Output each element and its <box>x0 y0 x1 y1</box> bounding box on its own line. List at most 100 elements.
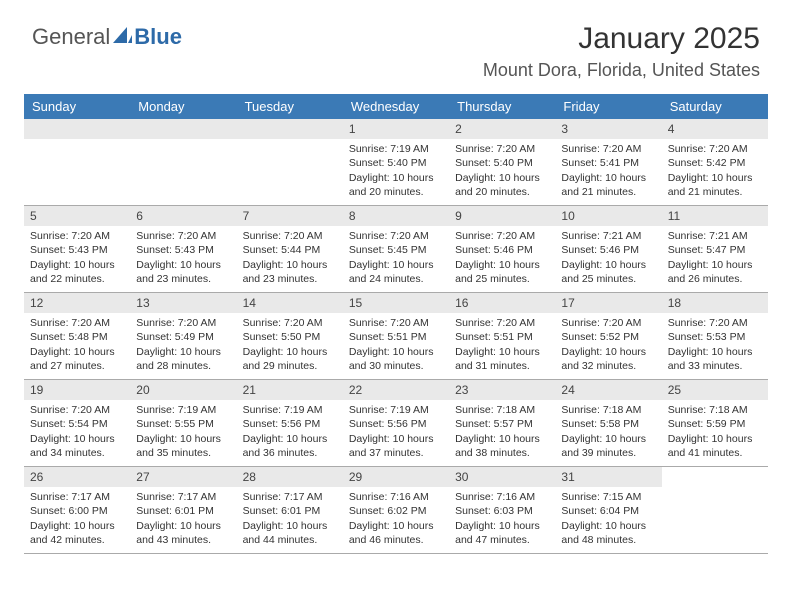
daylight-line-2: and 47 minutes. <box>455 533 549 547</box>
sunrise-line: Sunrise: 7:20 AM <box>349 229 443 243</box>
day-cell: 19Sunrise: 7:20 AMSunset: 5:54 PMDayligh… <box>24 380 130 466</box>
daylight-line-2: and 21 minutes. <box>561 185 655 199</box>
day-details: Sunrise: 7:20 AMSunset: 5:45 PMDaylight:… <box>343 229 449 286</box>
weekday-header: Thursday <box>449 94 555 119</box>
day-number: 13 <box>130 293 236 313</box>
day-details: Sunrise: 7:16 AMSunset: 6:02 PMDaylight:… <box>343 490 449 547</box>
weekday-header-row: SundayMondayTuesdayWednesdayThursdayFrid… <box>24 94 768 119</box>
daylight-line-2: and 24 minutes. <box>349 272 443 286</box>
day-number: 21 <box>237 380 343 400</box>
sunrise-line: Sunrise: 7:19 AM <box>136 403 230 417</box>
sunset-line: Sunset: 5:56 PM <box>349 417 443 431</box>
daylight-line-1: Daylight: 10 hours <box>136 345 230 359</box>
sunset-line: Sunset: 5:48 PM <box>30 330 124 344</box>
day-cell: 12Sunrise: 7:20 AMSunset: 5:48 PMDayligh… <box>24 293 130 379</box>
daylight-line-2: and 28 minutes. <box>136 359 230 373</box>
sunrise-line: Sunrise: 7:20 AM <box>668 316 762 330</box>
day-cell: 2Sunrise: 7:20 AMSunset: 5:40 PMDaylight… <box>449 119 555 205</box>
daylight-line-1: Daylight: 10 hours <box>455 258 549 272</box>
day-cell: 29 Sunrise: 7:16 AMSunset: 6:02 PMDayligh… <box>343 467 449 553</box>
day-cell: 16Sunrise: 7:20 AMSunset: 5:51 PMDayligh… <box>449 293 555 379</box>
day-cell: 17Sunrise: 7:20 AMSunset: 5:52 PMDayligh… <box>555 293 661 379</box>
daylight-line-2: and 26 minutes. <box>668 272 762 286</box>
sunset-line: Sunset: 5:40 PM <box>349 156 443 170</box>
day-details: Sunrise: 7:17 AMSunset: 6:01 PMDaylight:… <box>130 490 236 547</box>
sunset-line: Sunset: 6:03 PM <box>455 504 549 518</box>
sunset-line: Sunset: 5:43 PM <box>30 243 124 257</box>
day-number: 5 <box>24 206 130 226</box>
sunrise-line: Sunrise: 7:21 AM <box>561 229 655 243</box>
daylight-line-2: and 43 minutes. <box>136 533 230 547</box>
day-details: Sunrise: 7:20 AMSunset: 5:50 PMDaylight:… <box>237 316 343 373</box>
daylight-line-1: Daylight: 10 hours <box>561 171 655 185</box>
sunset-line: Sunset: 5:43 PM <box>136 243 230 257</box>
daylight-line-1: Daylight: 10 hours <box>561 432 655 446</box>
day-details: Sunrise: 7:19 AMSunset: 5:40 PMDaylight:… <box>343 142 449 199</box>
daylight-line-1: Daylight: 10 hours <box>243 519 337 533</box>
week-row: 5Sunrise: 7:20 AMSunset: 5:43 PMDaylight… <box>24 206 768 293</box>
day-cell: 25Sunrise: 7:18 AMSunset: 5:59 PMDayligh… <box>662 380 768 466</box>
day-number: 22 <box>343 380 449 400</box>
day-cell: 7Sunrise: 7:20 AMSunset: 5:44 PMDaylight… <box>237 206 343 292</box>
sunrise-line: Sunrise: 7:18 AM <box>455 403 549 417</box>
daylight-line-2: and 48 minutes. <box>561 533 655 547</box>
empty-day-cell <box>130 119 236 205</box>
day-details: Sunrise: 7:20 AMSunset: 5:49 PMDaylight:… <box>130 316 236 373</box>
day-cell: 30Sunrise: 7:16 AMSunset: 6:03 PMDayligh… <box>449 467 555 553</box>
day-number: 28 <box>237 467 343 487</box>
empty-day-cell <box>24 119 130 205</box>
week-row: 1Sunrise: 7:19 AMSunset: 5:40 PMDaylight… <box>24 119 768 206</box>
sunset-line: Sunset: 5:51 PM <box>455 330 549 344</box>
day-cell: 11Sunrise: 7:21 AMSunset: 5:47 PMDayligh… <box>662 206 768 292</box>
day-number: 2 <box>449 119 555 139</box>
day-cell: 14Sunrise: 7:20 AMSunset: 5:50 PMDayligh… <box>237 293 343 379</box>
sunset-line: Sunset: 6:04 PM <box>561 504 655 518</box>
day-number: 15 <box>343 293 449 313</box>
sunrise-line: Sunrise: 7:20 AM <box>30 403 124 417</box>
sunrise-line: Sunrise: 7:15 AM <box>561 490 655 504</box>
day-number: 19 <box>24 380 130 400</box>
daylight-line-2: and 36 minutes. <box>243 446 337 460</box>
daylight-line-2: and 46 minutes. <box>349 533 443 547</box>
sunset-line: Sunset: 5:47 PM <box>668 243 762 257</box>
day-details: Sunrise: 7:15 AMSunset: 6:04 PMDaylight:… <box>555 490 661 547</box>
weekday-header: Sunday <box>24 94 130 119</box>
daylight-line-1: Daylight: 10 hours <box>30 519 124 533</box>
logo-text-general: General <box>32 24 110 50</box>
sunrise-line: Sunrise: 7:17 AM <box>136 490 230 504</box>
day-cell: 21 Sunrise: 7:19 AMSunset: 5:56 PMDayligh… <box>237 380 343 466</box>
day-number: 20 <box>130 380 236 400</box>
day-details: Sunrise: 7:20 AMSunset: 5:52 PMDaylight:… <box>555 316 661 373</box>
day-number: 25 <box>662 380 768 400</box>
day-cell: 8 Sunrise: 7:20 AMSunset: 5:45 PMDaylight… <box>343 206 449 292</box>
sunrise-line: Sunrise: 7:16 AM <box>349 490 443 504</box>
day-number: 29 <box>343 467 449 487</box>
location-subtitle: Mount Dora, Florida, United States <box>483 60 760 81</box>
sunset-line: Sunset: 5:52 PM <box>561 330 655 344</box>
day-number: 4 <box>662 119 768 139</box>
sunset-line: Sunset: 5:46 PM <box>455 243 549 257</box>
day-number: 8 <box>343 206 449 226</box>
daylight-line-2: and 33 minutes. <box>668 359 762 373</box>
empty-day-bar <box>130 119 236 139</box>
week-row: 19Sunrise: 7:20 AMSunset: 5:54 PMDayligh… <box>24 380 768 467</box>
day-cell: 18Sunrise: 7:20 AMSunset: 5:53 PMDayligh… <box>662 293 768 379</box>
day-cell: 31Sunrise: 7:15 AMSunset: 6:04 PMDayligh… <box>555 467 661 553</box>
day-details: Sunrise: 7:19 AMSunset: 5:56 PMDaylight:… <box>237 403 343 460</box>
day-number: 6 <box>130 206 236 226</box>
sunset-line: Sunset: 5:57 PM <box>455 417 549 431</box>
daylight-line-2: and 20 minutes. <box>455 185 549 199</box>
sunrise-line: Sunrise: 7:19 AM <box>349 142 443 156</box>
weekday-header: Wednesday <box>343 94 449 119</box>
day-number: 10 <box>555 206 661 226</box>
sunset-line: Sunset: 5:42 PM <box>668 156 762 170</box>
day-cell: 6Sunrise: 7:20 AMSunset: 5:43 PMDaylight… <box>130 206 236 292</box>
daylight-line-1: Daylight: 10 hours <box>668 171 762 185</box>
empty-day-cell <box>662 467 768 553</box>
logo-text-blue: Blue <box>134 24 182 50</box>
daylight-line-1: Daylight: 10 hours <box>136 258 230 272</box>
day-details: Sunrise: 7:20 AMSunset: 5:48 PMDaylight:… <box>24 316 130 373</box>
daylight-line-2: and 21 minutes. <box>668 185 762 199</box>
daylight-line-2: and 30 minutes. <box>349 359 443 373</box>
sunset-line: Sunset: 5:56 PM <box>243 417 337 431</box>
